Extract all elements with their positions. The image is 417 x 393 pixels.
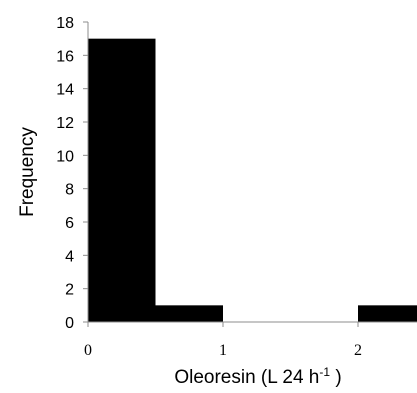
histogram-bar (155, 305, 223, 322)
y-tick-label: 10 (56, 148, 74, 165)
y-tick-label: 14 (56, 82, 74, 99)
y-tick-label: 18 (56, 15, 74, 32)
y-tick-label: 16 (56, 48, 74, 65)
x-tick-label: 1 (219, 342, 227, 359)
y-axis-label: Frequency (17, 127, 38, 217)
x-axis-label: Oleoresin (L 24 h-1 ) (174, 365, 341, 388)
y-tick-label: 2 (65, 282, 74, 299)
x-tick-label: 0 (84, 342, 92, 359)
y-tick-label: 6 (65, 215, 74, 232)
x-ticks-group: 0 1 2 (84, 322, 362, 359)
y-ticks-group: 0 2 4 6 8 10 12 14 16 18 (56, 15, 88, 332)
x-axis-label-sup: -1 (319, 365, 330, 379)
y-tick-label: 8 (65, 182, 74, 199)
histogram-bar (358, 305, 417, 322)
x-axis-label-main: Oleoresin (L 24 h (174, 367, 319, 388)
x-tick-label: 2 (354, 342, 362, 359)
x-axis-label-tail: ) (330, 367, 342, 388)
histogram-bar (88, 38, 156, 323)
y-tick-label: 0 (65, 315, 74, 332)
bars-group (88, 38, 417, 323)
y-tick-label: 12 (56, 115, 74, 132)
y-tick-label: 4 (65, 248, 74, 265)
